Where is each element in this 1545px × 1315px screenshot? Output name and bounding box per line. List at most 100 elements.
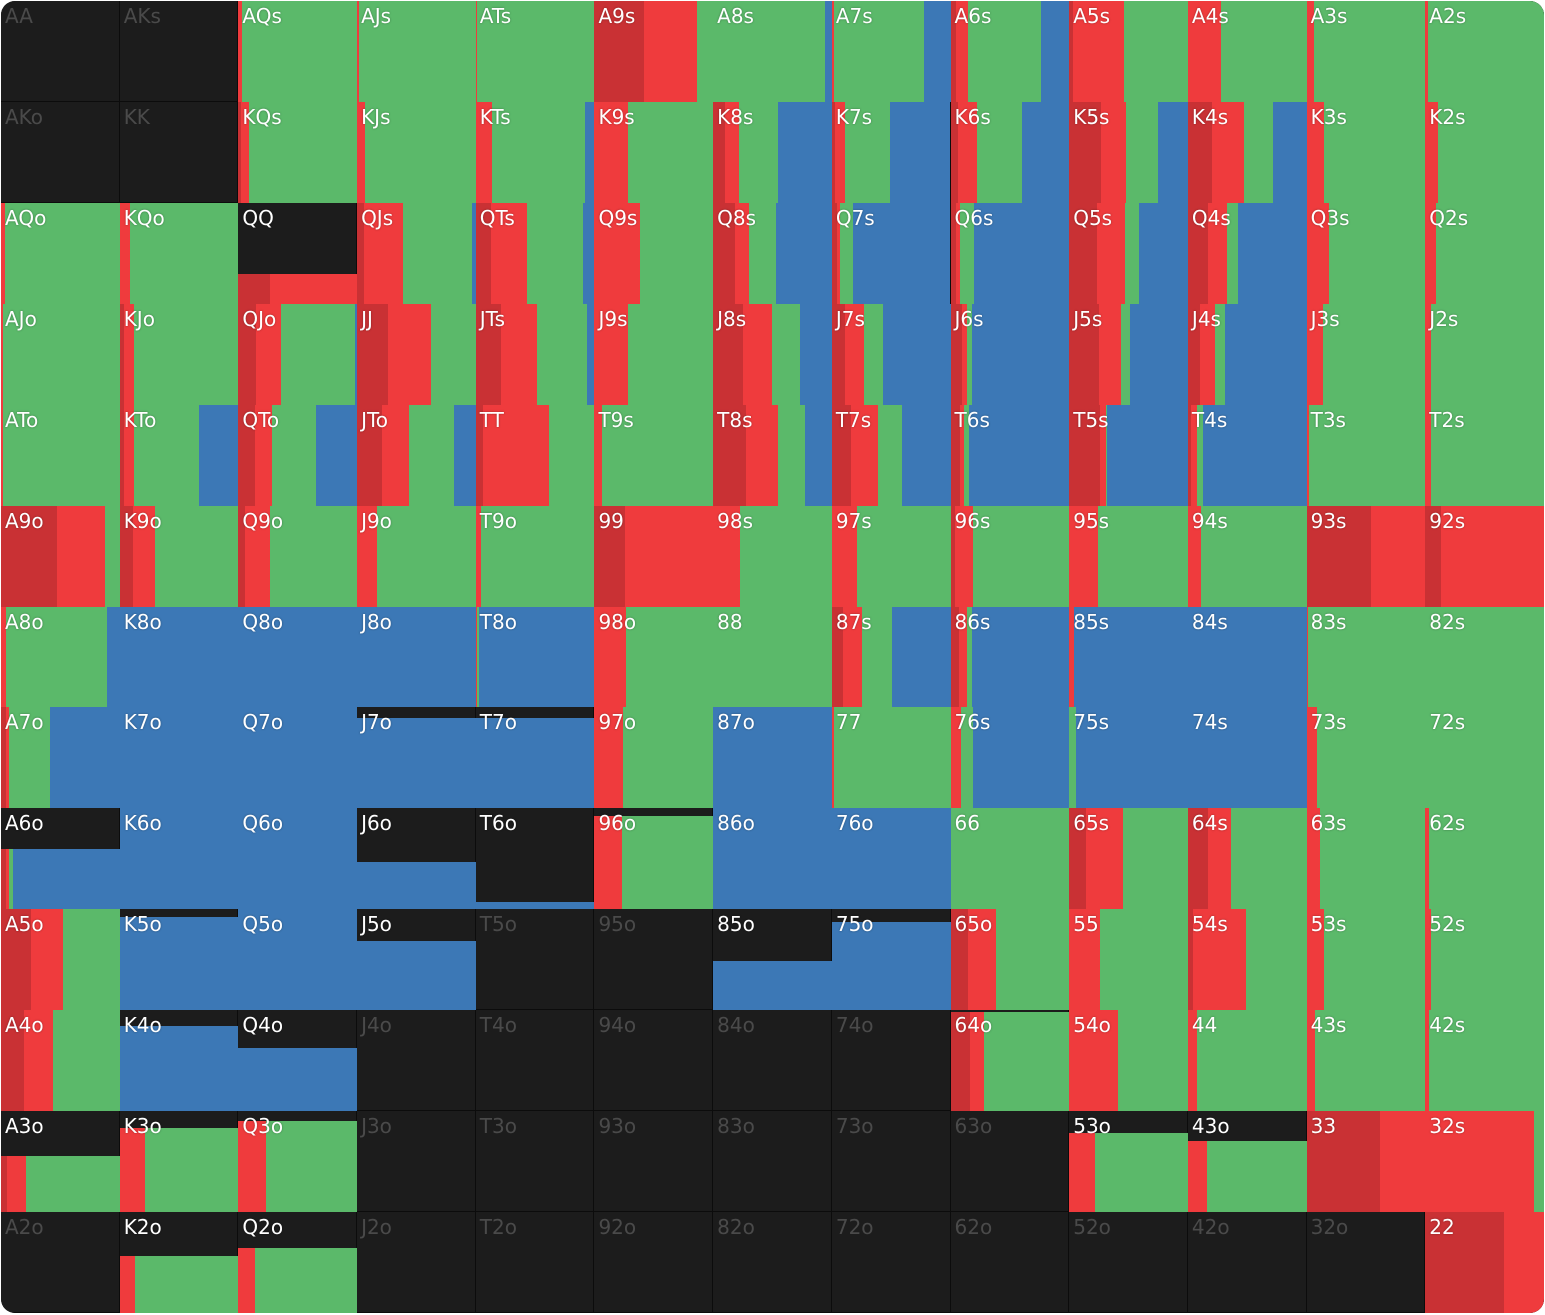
hand-cell-a6o[interactable]: A6o xyxy=(1,808,120,910)
hand-cell-73s[interactable]: 73s xyxy=(1306,707,1426,809)
hand-cell-87o[interactable]: 87o xyxy=(713,707,832,809)
hand-cell-j8o[interactable]: J8o xyxy=(357,606,476,708)
hand-cell-74o[interactable]: 74o xyxy=(831,1010,951,1112)
hand-cell-43o[interactable]: 43o xyxy=(1187,1111,1307,1213)
hand-cell-98s[interactable]: 98s xyxy=(713,505,832,607)
hand-cell-54o[interactable]: 54o xyxy=(1069,1010,1188,1112)
hand-cell-84s[interactable]: 84s xyxy=(1187,606,1307,708)
hand-cell-76o[interactable]: 76o xyxy=(831,808,951,910)
hand-cell-q2o[interactable]: Q2o xyxy=(238,1212,358,1313)
hand-cell-j7o[interactable]: J7o xyxy=(357,707,476,809)
hand-cell-a2o[interactable]: A2o xyxy=(1,1212,120,1313)
hand-cell-a8o[interactable]: A8o xyxy=(1,606,120,708)
hand-cell-j6s[interactable]: J6s xyxy=(950,303,1070,405)
hand-cell-q2s[interactable]: Q2s xyxy=(1425,202,1544,304)
hand-cell-ako[interactable]: AKo xyxy=(1,101,120,203)
hand-cell-t3s[interactable]: T3s xyxy=(1306,404,1426,506)
hand-cell-a2s[interactable]: A2s xyxy=(1425,1,1544,102)
hand-cell-j6o[interactable]: J6o xyxy=(357,808,476,910)
hand-cell-a8s[interactable]: A8s xyxy=(713,1,832,102)
hand-cell-q7s[interactable]: Q7s xyxy=(831,202,951,304)
hand-cell-93o[interactable]: 93o xyxy=(594,1111,714,1213)
hand-cell-ajs[interactable]: AJs xyxy=(357,1,476,102)
hand-cell-66[interactable]: 66 xyxy=(950,808,1070,910)
hand-cell-q5o[interactable]: Q5o xyxy=(238,909,358,1011)
hand-cell-kqs[interactable]: KQs xyxy=(238,101,358,203)
hand-cell-t5o[interactable]: T5o xyxy=(475,909,595,1011)
hand-cell-95s[interactable]: 95s xyxy=(1069,505,1188,607)
hand-cell-t4o[interactable]: T4o xyxy=(475,1010,595,1112)
hand-cell-94s[interactable]: 94s xyxy=(1187,505,1307,607)
hand-cell-88[interactable]: 88 xyxy=(713,606,832,708)
hand-cell-64o[interactable]: 64o xyxy=(950,1010,1070,1112)
hand-cell-a5s[interactable]: A5s xyxy=(1069,1,1188,102)
hand-cell-jts[interactable]: JTs xyxy=(475,303,595,405)
hand-cell-k5o[interactable]: K5o xyxy=(119,909,239,1011)
hand-cell-72s[interactable]: 72s xyxy=(1425,707,1544,809)
hand-cell-aa[interactable]: AA xyxy=(1,1,120,102)
hand-cell-t9s[interactable]: T9s xyxy=(594,404,714,506)
hand-cell-k6o[interactable]: K6o xyxy=(119,808,239,910)
hand-cell-q3o[interactable]: Q3o xyxy=(238,1111,358,1213)
hand-cell-k3o[interactable]: K3o xyxy=(119,1111,239,1213)
hand-cell-aqs[interactable]: AQs xyxy=(238,1,358,102)
hand-cell-82s[interactable]: 82s xyxy=(1425,606,1544,708)
hand-cell-k8o[interactable]: K8o xyxy=(119,606,239,708)
hand-cell-a3o[interactable]: A3o xyxy=(1,1111,120,1213)
hand-cell-j5s[interactable]: J5s xyxy=(1069,303,1188,405)
hand-cell-k3s[interactable]: K3s xyxy=(1306,101,1426,203)
hand-cell-a4s[interactable]: A4s xyxy=(1187,1,1307,102)
hand-cell-74s[interactable]: 74s xyxy=(1187,707,1307,809)
hand-cell-tt[interactable]: TT xyxy=(475,404,595,506)
hand-cell-k6s[interactable]: K6s xyxy=(950,101,1070,203)
hand-cell-q6s[interactable]: Q6s xyxy=(950,202,1070,304)
hand-cell-98o[interactable]: 98o xyxy=(594,606,714,708)
hand-cell-q8s[interactable]: Q8s xyxy=(713,202,832,304)
hand-cell-55[interactable]: 55 xyxy=(1069,909,1188,1011)
hand-cell-t5s[interactable]: T5s xyxy=(1069,404,1188,506)
hand-cell-75s[interactable]: 75s xyxy=(1069,707,1188,809)
hand-cell-k2o[interactable]: K2o xyxy=(119,1212,239,1313)
hand-cell-84o[interactable]: 84o xyxy=(713,1010,832,1112)
hand-cell-j3s[interactable]: J3s xyxy=(1306,303,1426,405)
hand-cell-a6s[interactable]: A6s xyxy=(950,1,1070,102)
hand-cell-65o[interactable]: 65o xyxy=(950,909,1070,1011)
hand-cell-94o[interactable]: 94o xyxy=(594,1010,714,1112)
hand-cell-jj[interactable]: JJ xyxy=(357,303,476,405)
hand-cell-a3s[interactable]: A3s xyxy=(1306,1,1426,102)
hand-cell-95o[interactable]: 95o xyxy=(594,909,714,1011)
hand-cell-kto[interactable]: KTo xyxy=(119,404,239,506)
hand-cell-j2o[interactable]: J2o xyxy=(357,1212,476,1313)
hand-cell-77[interactable]: 77 xyxy=(831,707,951,809)
hand-cell-63s[interactable]: 63s xyxy=(1306,808,1426,910)
hand-cell-76s[interactable]: 76s xyxy=(950,707,1070,809)
hand-cell-k4o[interactable]: K4o xyxy=(119,1010,239,1112)
hand-cell-87s[interactable]: 87s xyxy=(831,606,951,708)
hand-cell-62s[interactable]: 62s xyxy=(1425,808,1544,910)
hand-cell-92s[interactable]: 92s xyxy=(1425,505,1544,607)
hand-cell-qjo[interactable]: QJo xyxy=(238,303,358,405)
hand-cell-q5s[interactable]: Q5s xyxy=(1069,202,1188,304)
hand-cell-j4o[interactable]: J4o xyxy=(357,1010,476,1112)
hand-cell-a7s[interactable]: A7s xyxy=(831,1,951,102)
hand-cell-ato[interactable]: ATo xyxy=(1,404,120,506)
hand-cell-a5o[interactable]: A5o xyxy=(1,909,120,1011)
hand-cell-32s[interactable]: 32s xyxy=(1425,1111,1544,1213)
hand-cell-93s[interactable]: 93s xyxy=(1306,505,1426,607)
hand-cell-64s[interactable]: 64s xyxy=(1187,808,1307,910)
hand-cell-kk[interactable]: KK xyxy=(119,101,239,203)
hand-cell-83s[interactable]: 83s xyxy=(1306,606,1426,708)
hand-cell-k4s[interactable]: K4s xyxy=(1187,101,1307,203)
hand-cell-kjs[interactable]: KJs xyxy=(357,101,476,203)
hand-cell-ats[interactable]: ATs xyxy=(475,1,595,102)
hand-cell-32o[interactable]: 32o xyxy=(1306,1212,1426,1313)
hand-cell-t6o[interactable]: T6o xyxy=(475,808,595,910)
hand-cell-a9s[interactable]: A9s xyxy=(594,1,714,102)
hand-cell-k9o[interactable]: K9o xyxy=(119,505,239,607)
hand-cell-43s[interactable]: 43s xyxy=(1306,1010,1426,1112)
hand-cell-73o[interactable]: 73o xyxy=(831,1111,951,1213)
hand-cell-j7s[interactable]: J7s xyxy=(831,303,951,405)
hand-cell-96s[interactable]: 96s xyxy=(950,505,1070,607)
hand-cell-52o[interactable]: 52o xyxy=(1069,1212,1188,1313)
hand-cell-k8s[interactable]: K8s xyxy=(713,101,832,203)
